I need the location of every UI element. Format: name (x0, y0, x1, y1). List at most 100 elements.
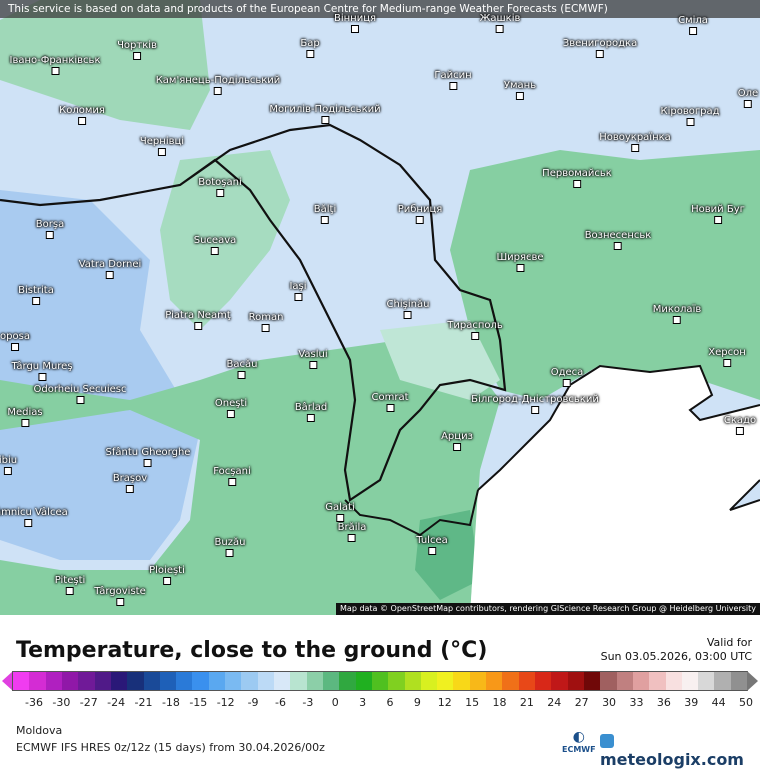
city-label: Тирасполь (447, 320, 503, 340)
legend-color-step (649, 672, 666, 690)
city-label: Ширяєве (496, 252, 544, 272)
city-label: ibiu (0, 455, 17, 475)
legend-color-step (45, 672, 62, 690)
city-marker-icon (516, 264, 524, 272)
legend-color-step (355, 672, 372, 690)
legend-color-step (127, 672, 144, 690)
city-label: Херсон (708, 347, 746, 367)
city-name: Миколаїв (652, 304, 702, 315)
city-label: Первомайськ (542, 168, 612, 188)
city-name: Кам'янець-Подільський (155, 75, 281, 86)
city-label: Могилів-Подільський (269, 104, 381, 124)
legend-color-step (502, 672, 519, 690)
legend-arrow-right (747, 671, 758, 691)
deep-green-delta (415, 510, 480, 600)
legend-color-step (681, 672, 699, 690)
city-label: Новоукраїнка (599, 132, 671, 152)
city-marker-icon (163, 577, 171, 585)
legend-tick-label: 30 (602, 696, 617, 709)
legend-color-step (241, 672, 258, 690)
city-name: Piatra Neamţ (165, 310, 231, 321)
city-name: Piteşti (54, 575, 86, 586)
weather-map[interactable]: This service is based on data and produc… (0, 0, 760, 615)
legend-color-step (110, 672, 128, 690)
legend-tick-label: 39 (684, 696, 699, 709)
city-marker-icon (228, 478, 236, 486)
city-name: Suceava (193, 235, 237, 246)
city-name: Ширяєве (496, 252, 544, 263)
city-label: Bistrita (18, 285, 54, 305)
city-name: Чортків (117, 40, 157, 51)
city-name: Târgu Mureş (11, 361, 73, 372)
green-east (450, 150, 760, 400)
city-label: Одеса (551, 367, 583, 387)
city-marker-icon (743, 100, 752, 108)
city-name: Оле (737, 88, 759, 99)
city-marker-icon (214, 87, 222, 95)
legend-color-step (13, 672, 30, 690)
city-name: Oneşti (214, 398, 248, 409)
city-name: Comrat (371, 392, 409, 403)
city-name: Чернівці (139, 136, 185, 147)
city-name: Râmnicu Vâlcea (0, 507, 68, 518)
city-marker-icon (306, 50, 314, 58)
city-name: Brăila (337, 522, 367, 533)
city-marker-icon (515, 92, 524, 100)
city-label: Бар (300, 38, 320, 58)
city-label: Suceava (193, 235, 237, 255)
city-name: Borşa (35, 219, 65, 230)
city-name: Арциз (441, 431, 473, 442)
legend-color-step (486, 672, 503, 690)
legend-tick-label: 0 (331, 696, 339, 709)
city-name: ороѕа (0, 331, 30, 342)
map-title: Temperature, close to the ground (°C) (16, 638, 488, 663)
city-marker-icon (714, 216, 722, 224)
city-marker-icon (688, 27, 697, 35)
city-name: Medias (7, 407, 43, 418)
valid-label: Valid for (706, 636, 752, 649)
map-layers (0, 0, 760, 615)
city-name: Рибниця (397, 204, 443, 215)
city-label: Bălţi (314, 204, 336, 224)
meteologix-logo[interactable]: meteologix.com (600, 731, 760, 769)
city-name: Вінниця (333, 13, 377, 24)
legend-color-step (567, 672, 584, 690)
city-label: Piatra Neamţ (165, 310, 231, 330)
ecmwf-logo: ◐ ECMWF (562, 729, 596, 754)
city-label: ороѕа (0, 331, 30, 351)
city-name: Івано-Франківськ (9, 55, 101, 66)
coastline (477, 364, 760, 511)
city-marker-icon (427, 547, 436, 555)
city-marker-icon (416, 216, 424, 224)
city-marker-icon (227, 410, 235, 418)
legend-color-step (192, 672, 209, 690)
city-label: Vaslui (298, 349, 328, 369)
legend-color-step (518, 672, 535, 690)
legend-tick-label: -36 (25, 696, 43, 709)
legend-color-step (143, 672, 160, 690)
city-label: Buzău (215, 537, 245, 557)
city-label: Iaşi (289, 281, 307, 301)
city-label: Скадо (724, 415, 756, 435)
city-marker-icon (308, 361, 317, 369)
city-label: Новий Буг (691, 204, 745, 224)
city-name: Sfântu Gheorghe (105, 447, 191, 458)
legend-tick-label: -15 (189, 696, 208, 709)
city-marker-icon (144, 459, 152, 467)
green-south (0, 340, 500, 615)
map-attribution[interactable]: Map data © OpenStreetMap contributors, r… (336, 603, 760, 615)
city-marker-icon (50, 67, 59, 75)
city-marker-icon (38, 373, 46, 381)
legend-tick-label: 15 (465, 696, 480, 709)
city-label: Чернівці (140, 136, 184, 156)
city-label: Borşa (36, 219, 64, 239)
colder-west (0, 190, 200, 560)
city-marker-icon (495, 25, 504, 33)
legend-color-step (225, 672, 242, 690)
legend-tick-label: 44 (711, 696, 726, 709)
legend-color-step (208, 672, 226, 690)
city-label: Brăila (337, 522, 367, 542)
legend-tick-label: 9 (413, 696, 421, 709)
model-info: ECMWF IFS HRES 0z/12z (15 days) from 30.… (16, 741, 325, 754)
city-marker-icon (225, 549, 234, 557)
